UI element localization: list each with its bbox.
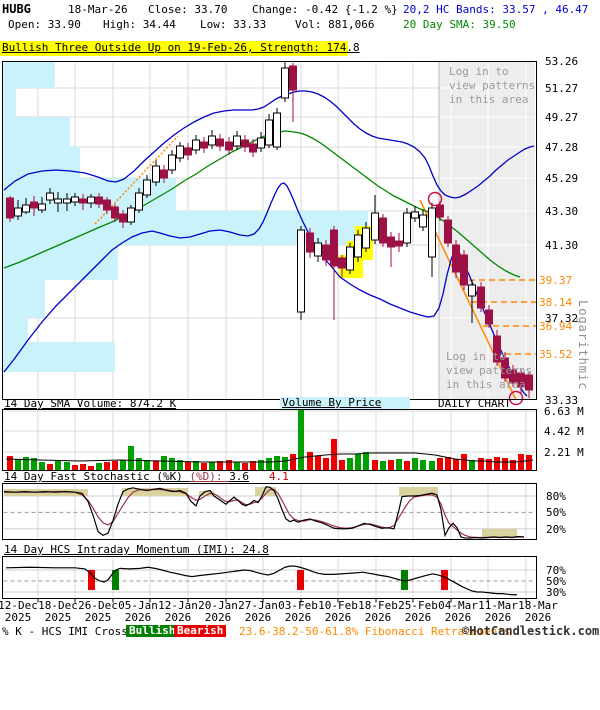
- price-tick-label: 53.26: [545, 55, 579, 68]
- low-value: Low: 33.33: [200, 18, 267, 31]
- fib-level-label: 39.37: [539, 274, 573, 287]
- volume-by-price-label[interactable]: Volume By Price: [280, 397, 410, 409]
- stochastic-tick-label: 50%: [546, 506, 566, 519]
- hc-bands-value: 20,2 HC Bands: 33.57 , 46.47: [403, 3, 589, 16]
- volume-tick-label: 4.42 M: [544, 425, 584, 438]
- fib-level-label: 38.14: [539, 296, 573, 309]
- date-tick-label: 27-Jan 2026: [238, 599, 278, 624]
- chart-type-label: DAILY CHART: [438, 397, 511, 410]
- quote-date: 18-Mar-26: [68, 3, 128, 16]
- stock-chart-page: HUBG 18-Mar-26 Close: 33.70 Change: -0.4…: [0, 2, 600, 640]
- imi-panel-title: 14 Day HCS Intraday Momentum (IMI): 24.8: [4, 543, 269, 556]
- price-tick-label: 43.30: [545, 205, 579, 218]
- price-tick-label: 51.27: [545, 82, 579, 95]
- close-value: Close: 33.70: [148, 3, 228, 16]
- volume-panel-title: 14 Day SMA Volume: 874.2 K: [4, 397, 177, 410]
- date-tick-label: 25-Feb 2026: [398, 599, 438, 624]
- bearish-legend-badge: Bearish: [174, 625, 227, 637]
- volume-tick-label: 2.21 M: [544, 446, 584, 459]
- fib-level-label: 36.94: [539, 320, 573, 333]
- date-tick-label: 12-Jan 2026: [158, 599, 198, 624]
- date-tick-label: 10-Feb 2026: [318, 599, 358, 624]
- footer: % K - HCS IMI Crossover, Bullish Bearish…: [0, 624, 600, 640]
- date-tick-label: 18-Mar 2026: [518, 599, 558, 624]
- stochastic-k-value: 3.6: [229, 470, 250, 483]
- chart-canvas: [2, 61, 537, 603]
- date-tick-label: 12-Dec 2025: [0, 599, 38, 624]
- stochastic-k-label: 14 Day Fast Stochastic (%K): [4, 470, 190, 483]
- copyright-link[interactable]: ©HotCandlestick.com: [462, 624, 600, 638]
- login-note-top: Log in to view patterns in this area: [449, 65, 536, 106]
- fibonacci-legend-label: 23.6-38.2-50-61.8% Fibonacci Retracement…: [239, 625, 511, 638]
- date-tick-label: 18-Dec 2025: [38, 599, 78, 624]
- price-tick-label: 47.28: [545, 141, 579, 154]
- stochastic-tick-label: 20%: [546, 523, 566, 536]
- imi-tick-label: 30%: [546, 586, 566, 599]
- open-value: Open: 33.90: [8, 18, 81, 31]
- pattern-banner[interactable]: Bullish Three Outside Up on 19-Feb-26, S…: [0, 41, 360, 56]
- date-tick-label: 11-Mar 2026: [478, 599, 518, 624]
- stochastic-panel-title: 14 Day Fast Stochastic (%K) (%D): 3.6 4.…: [4, 471, 289, 483]
- high-value: High: 34.44: [103, 18, 176, 31]
- date-tick-label: 18-Feb 2026: [358, 599, 398, 624]
- stochastic-tick-label: 80%: [546, 490, 566, 503]
- stochastic-d-value: 4.1: [268, 470, 289, 483]
- log-scale-label: Logarithmic: [576, 300, 590, 391]
- date-tick-label: 20-Jan 2026: [198, 599, 238, 624]
- price-tick-label: 41.30: [545, 239, 579, 252]
- login-note-bottom: Log in to view patterns in this area: [446, 350, 533, 391]
- volume-tick-label: 6.63 M: [544, 405, 584, 418]
- volume-value: Vol: 881,066: [295, 18, 375, 31]
- bullish-legend-badge: Bullish: [126, 625, 179, 637]
- fib-level-label: 35.52: [539, 348, 573, 361]
- price-tick-label: 37.32: [545, 312, 579, 325]
- sma20-value: 20 Day SMA: 39.50: [403, 18, 516, 31]
- change-value: Change: -0.42 {-1.2 %}: [252, 3, 398, 16]
- price-tick-label: 49.27: [545, 111, 579, 124]
- date-tick-label: 26-Dec 2025: [78, 599, 118, 624]
- ticker-symbol: HUBG: [2, 2, 31, 16]
- stochastic-d-label: (%D):: [189, 470, 230, 483]
- price-tick-label: 45.29: [545, 172, 579, 185]
- date-tick-label: 03-Feb 2026: [278, 599, 318, 624]
- date-tick-label: 04-Mar 2026: [438, 599, 478, 624]
- imi-tick-label: 50%: [546, 575, 566, 588]
- price-tick-label: 33.33: [545, 394, 579, 407]
- date-tick-label: 05-Jan 2026: [118, 599, 158, 624]
- imi-tick-label: 70%: [546, 564, 566, 577]
